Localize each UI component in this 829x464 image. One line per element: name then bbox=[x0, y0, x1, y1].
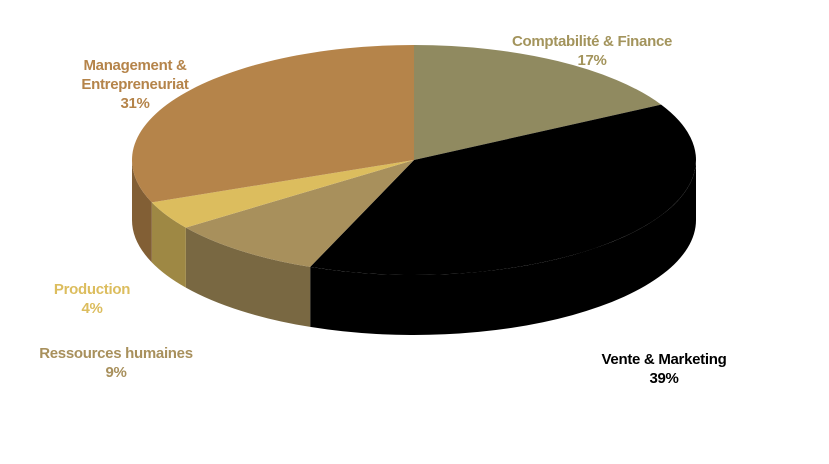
slice-side bbox=[132, 160, 152, 263]
value-label: 4% bbox=[81, 300, 103, 317]
data-label: Vente & Marketing 39% bbox=[564, 350, 764, 388]
slice bbox=[414, 45, 662, 160]
value-label: 31% bbox=[120, 95, 150, 112]
slice-side bbox=[310, 160, 696, 335]
slice bbox=[310, 104, 696, 275]
value-label: 9% bbox=[105, 364, 127, 381]
slice bbox=[185, 160, 414, 267]
category-label: Comptabilité & Finance bbox=[511, 33, 673, 50]
value-label: 39% bbox=[649, 370, 679, 387]
category-label: Vente & Marketing bbox=[601, 351, 727, 368]
slice-side bbox=[151, 202, 186, 288]
slice bbox=[132, 45, 414, 203]
category-label: Management & Entrepreneuriat bbox=[81, 57, 189, 93]
data-label: Management & Entrepreneuriat 31% bbox=[65, 56, 205, 113]
data-label: Ressources humaines 9% bbox=[16, 344, 216, 382]
category-label: Production bbox=[53, 281, 131, 298]
data-label: Production 4% bbox=[32, 280, 152, 318]
data-label: Comptabilité & Finance 17% bbox=[482, 32, 702, 70]
value-label: 17% bbox=[577, 52, 607, 69]
category-label: Ressources humaines bbox=[39, 345, 193, 362]
slice bbox=[151, 160, 414, 228]
slice-side bbox=[185, 227, 311, 327]
